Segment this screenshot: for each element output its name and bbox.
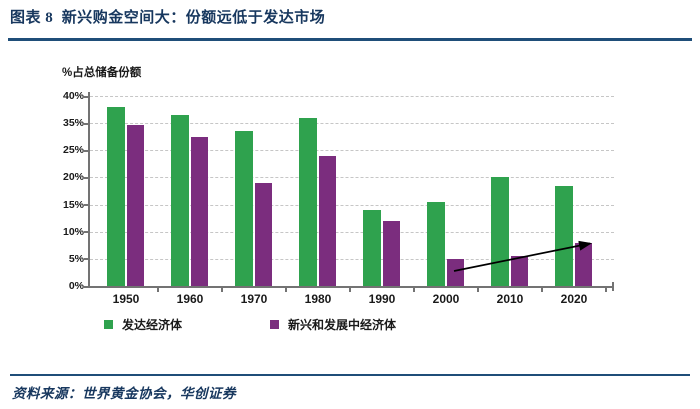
y-axis-tick [84,258,89,261]
x-tick-label: 1950 [112,292,140,306]
y-axis-tick [84,204,89,207]
x-axis-tick [221,287,223,292]
y-axis-tick [84,176,89,179]
x-tick-label: 1970 [240,292,268,306]
developed-legend-label: 发达经济体 [122,318,183,332]
title-divider-line [8,38,692,41]
x-tick-label: 2020 [560,292,588,306]
bar-emerging-1990 [383,220,400,286]
gridline [90,96,614,97]
gridline [90,258,614,260]
bar-developed-1990 [363,210,381,286]
x-tick-label: 1980 [304,292,332,306]
bar-emerging-2010 [511,256,528,286]
y-axis-tick [84,122,89,125]
x-tick-label: 2010 [496,292,524,306]
developed-legend-swatch [104,320,113,329]
x-axis-tick [541,287,543,292]
y-axis-tick [84,285,89,288]
x-tick-label: 2000 [432,292,460,306]
x-axis-tick [157,287,159,292]
emerging-legend-label: 新兴和发展中经济体 [288,318,397,332]
x-tick-label: 1960 [176,292,204,306]
x-axis-tick [605,287,607,292]
x-axis-tick [349,287,351,292]
x-axis-tick [285,287,287,292]
bar-emerging-1980 [319,155,336,286]
bar-emerging-2000 [447,258,464,286]
y-axis-tick [84,95,89,98]
x-axis [88,286,614,288]
bar-developed-2000 [427,201,445,286]
y-tick-label: 40% [62,90,84,102]
gridline [90,204,614,206]
bar-developed-1980 [299,117,317,286]
source-text: 资料来源：世界黄金协会，华创证券 [12,386,236,401]
y-tick-label: 0% [68,280,84,292]
y-tick-label: 20% [62,171,84,184]
y-axis-tick [84,231,89,234]
x-axis-end-tick [612,282,614,291]
y-tick-label: 15% [62,198,84,211]
bar-emerging-2020 [575,242,592,286]
legend-item-emerging: 新兴和发展中经济体 [270,316,396,333]
bar-developed-1950 [107,106,125,286]
y-tick-label: 25% [62,144,84,157]
y-axis-tick [84,149,89,152]
y-tick-label: 5% [68,252,84,265]
bar-developed-2020 [555,185,573,286]
chart-legend: 发达经济体 新兴和发展中经济体 [0,316,700,332]
figure-title: 图表 8 新兴购金空间大：份额远低于发达市场 [10,10,326,26]
bar-developed-1960 [171,115,189,286]
x-tick-label: 1990 [368,292,396,306]
legend-item-developed: 发达经济体 [104,316,182,333]
source-divider-line [10,374,690,376]
gridline [90,177,614,179]
y-tick-label: 35% [62,117,84,130]
x-axis-tick [477,287,479,292]
bar-developed-2010 [491,177,509,286]
gridline [90,231,614,233]
bar-emerging-1970 [255,182,272,286]
gridline [90,123,614,125]
y-tick-label: 10% [62,225,84,238]
emerging-legend-swatch [270,320,279,329]
bar-emerging-1950 [127,124,144,286]
bar-developed-1970 [235,131,253,286]
gridline [90,150,614,152]
x-axis-tick [413,287,415,292]
y-axis-title: %占总储备份额 [62,67,142,79]
bar-emerging-1960 [191,136,208,286]
y-axis [88,92,90,288]
